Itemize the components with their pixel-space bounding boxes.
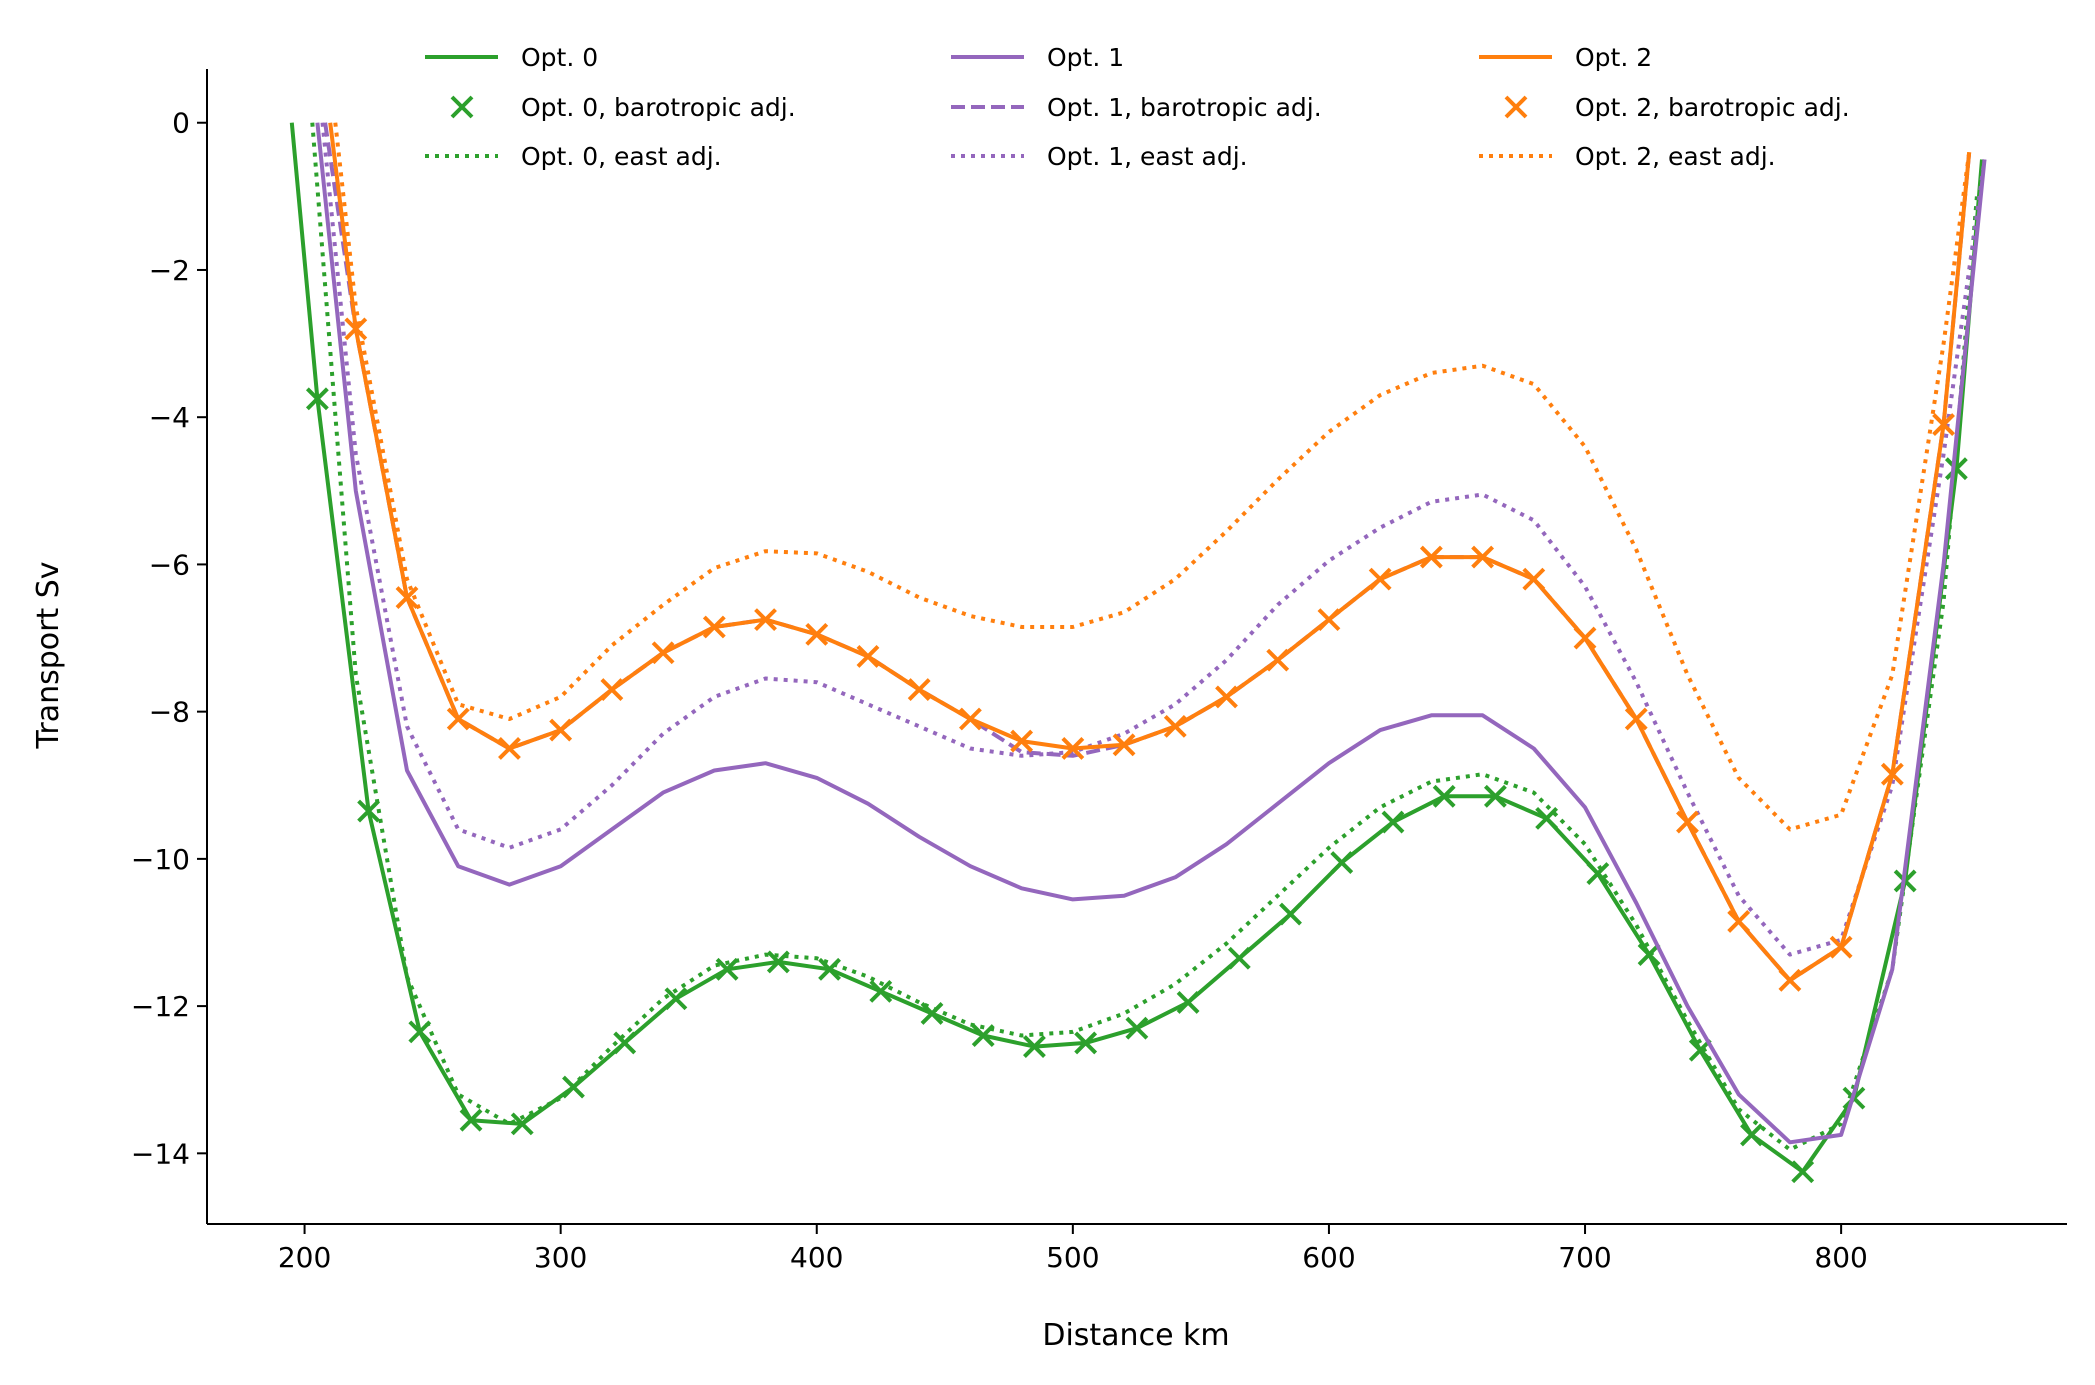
data-marker xyxy=(1010,729,1034,753)
data-marker xyxy=(1074,1031,1098,1055)
data-marker xyxy=(1125,1016,1149,1040)
data-marker xyxy=(818,957,841,981)
x-tick-label: 300 xyxy=(534,1241,587,1274)
legend-label: Opt. 0, east adj. xyxy=(521,142,722,171)
x-tick-label: 500 xyxy=(1046,1241,1099,1274)
y-axis-label: Transport Sv xyxy=(31,561,66,749)
data-marker xyxy=(702,615,726,639)
data-line xyxy=(289,122,1984,1174)
data-marker xyxy=(305,387,329,411)
data-marker xyxy=(958,707,982,731)
data-line xyxy=(315,122,1987,1145)
y-tick-label: 0 xyxy=(172,107,190,140)
legend-label: Opt. 2 xyxy=(1575,43,1652,72)
data-marker xyxy=(651,641,675,665)
data-marker xyxy=(664,987,688,1011)
data-marker xyxy=(1471,545,1495,569)
data-marker xyxy=(510,1112,534,1136)
data-marker xyxy=(1791,1160,1815,1184)
legend-label: Opt. 1 xyxy=(1047,43,1124,72)
legend-label: Opt. 2, barotropic adj. xyxy=(1575,93,1850,122)
y-tick-label: −10 xyxy=(131,843,190,876)
data-marker xyxy=(1266,648,1290,672)
data-marker xyxy=(1279,902,1302,926)
data-marker xyxy=(1112,733,1136,757)
data-marker xyxy=(1880,762,1904,786)
data-marker xyxy=(1535,806,1559,830)
data-marker xyxy=(856,645,880,668)
data-marker xyxy=(1676,810,1699,834)
x-tick-label: 800 xyxy=(1814,1241,1867,1274)
data-marker xyxy=(1573,626,1597,650)
data-marker xyxy=(754,608,777,632)
data-marker xyxy=(1522,567,1546,591)
data-marker xyxy=(1432,784,1456,808)
data-marker xyxy=(613,1031,637,1055)
data-marker xyxy=(344,317,368,341)
x-tick-label: 600 xyxy=(1302,1241,1355,1274)
y-tick-label: −14 xyxy=(131,1137,190,1170)
data-line xyxy=(328,122,1972,983)
legend-marker xyxy=(450,95,474,119)
data-line xyxy=(310,122,1979,1152)
legend-label: Opt. 2, east adj. xyxy=(1575,142,1776,171)
data-line xyxy=(320,122,1987,957)
data-marker xyxy=(1368,567,1392,591)
data-marker xyxy=(446,707,470,731)
data-marker xyxy=(1727,910,1751,933)
y-tick-label: −8 xyxy=(149,696,190,729)
data-marker xyxy=(1061,737,1085,760)
legend-marker xyxy=(1504,95,1528,119)
data-marker xyxy=(1483,784,1507,808)
data-marker xyxy=(459,1108,483,1132)
data-marker xyxy=(869,979,893,1003)
data-marker xyxy=(1176,991,1200,1014)
data-marker xyxy=(1624,707,1648,731)
x-tick-label: 200 xyxy=(278,1241,331,1274)
data-marker xyxy=(1740,1123,1763,1147)
x-tick-label: 700 xyxy=(1558,1241,1611,1274)
y-tick-label: −4 xyxy=(149,401,190,434)
y-tick-label: −6 xyxy=(149,548,190,581)
data-marker xyxy=(1317,608,1341,632)
data-marker xyxy=(1932,413,1955,436)
data-marker xyxy=(1586,862,1610,886)
data-marker xyxy=(1330,851,1354,874)
legend-label: Opt. 1, barotropic adj. xyxy=(1047,93,1322,122)
data-marker xyxy=(395,586,419,609)
legend-label: Opt. 0 xyxy=(521,43,598,72)
legend-label: Opt. 0, barotropic adj. xyxy=(521,93,796,122)
data-marker xyxy=(715,957,739,981)
y-tick-label: −12 xyxy=(131,990,190,1023)
y-tick-label: −2 xyxy=(149,254,190,287)
data-marker xyxy=(971,1024,995,1047)
data-marker xyxy=(1419,545,1443,569)
data-marker xyxy=(549,718,573,742)
x-tick-label: 400 xyxy=(790,1241,843,1274)
data-marker xyxy=(600,678,624,701)
data-marker xyxy=(1163,714,1187,738)
data-marker xyxy=(498,737,521,760)
data-marker xyxy=(1829,935,1853,959)
data-marker xyxy=(907,678,931,701)
data-marker xyxy=(1215,685,1238,709)
data-marker xyxy=(1778,968,1802,992)
data-marker xyxy=(1381,810,1405,834)
data-line xyxy=(333,122,1972,832)
x-axis-label: Distance km xyxy=(1042,1318,1229,1353)
data-line xyxy=(323,122,1972,983)
data-marker xyxy=(357,799,381,823)
data-marker xyxy=(1227,946,1251,970)
data-marker xyxy=(1023,1035,1046,1059)
legend-label: Opt. 1, east adj. xyxy=(1047,142,1248,171)
data-marker xyxy=(805,622,829,646)
